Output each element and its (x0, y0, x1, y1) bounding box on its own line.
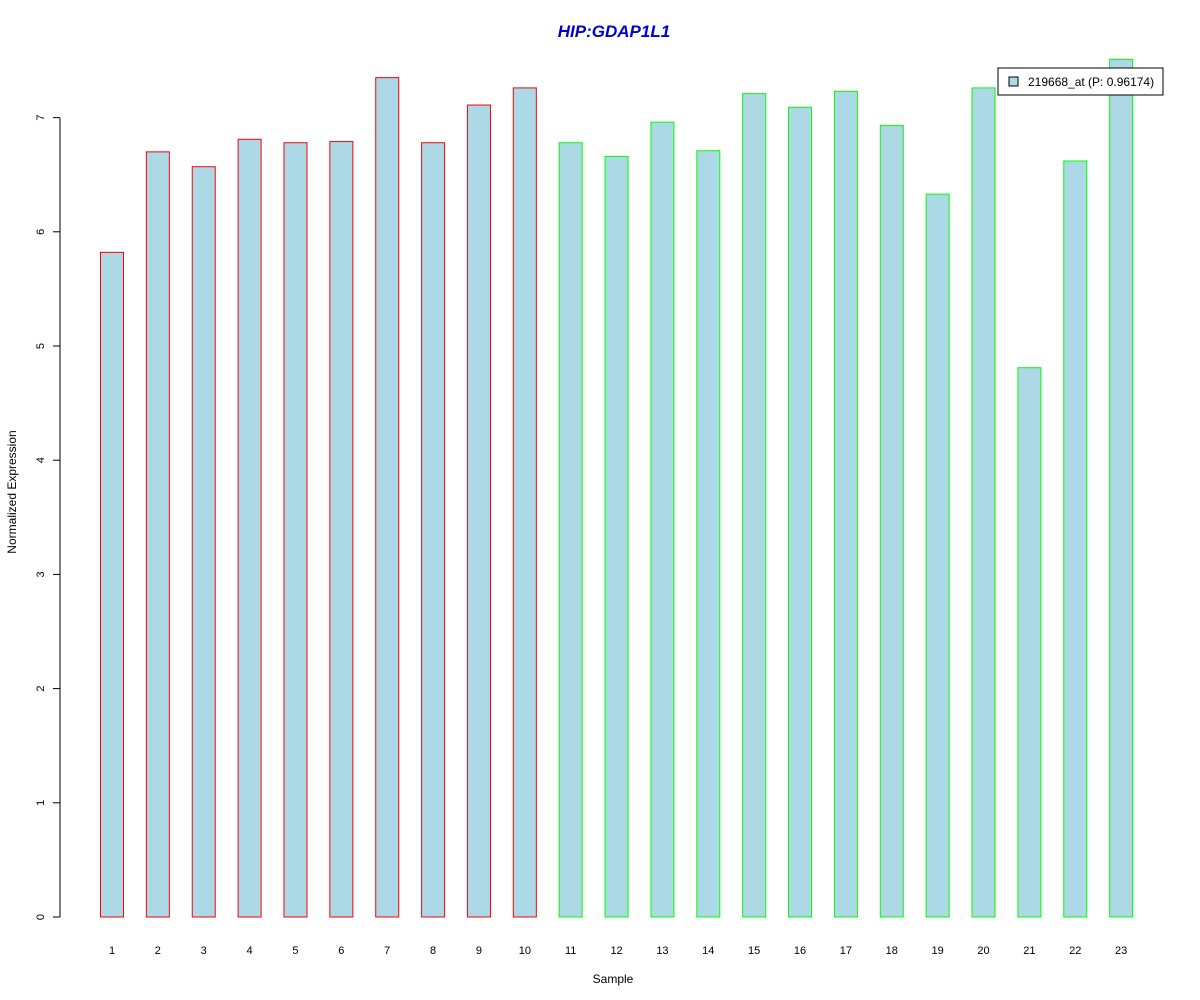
x-tick-label: 23 (1115, 945, 1127, 957)
x-tick-label: 3 (201, 945, 207, 957)
bar-sample-22 (1063, 160, 1088, 918)
bar-sample-10 (512, 87, 537, 918)
x-tick-label: 20 (977, 945, 989, 957)
bar-sample-2 (145, 151, 170, 918)
legend: 219668_at (P: 0.96174) (997, 67, 1164, 96)
bar-sample-13 (650, 121, 675, 918)
x-tick-label: 15 (748, 945, 760, 957)
bar-sample-7 (375, 77, 400, 918)
y-tick-label: 6 (35, 229, 47, 235)
bar-sample-3 (191, 166, 216, 918)
x-tick-label: 22 (1069, 945, 1081, 957)
y-tick-label: 4 (35, 457, 47, 463)
x-axis-tick-labels: 1 2 3 4 5 6 7 8 9 10 11 12 13 14 15 16 17 18 19 20 21 22 23 (109, 945, 1127, 957)
bar-sample-20 (971, 87, 996, 918)
x-tick-label: 16 (794, 945, 806, 957)
x-tick-label: 9 (476, 945, 482, 957)
y-tick-label: 7 (35, 115, 47, 121)
y-tick-label: 0 (35, 914, 47, 920)
x-tick-label: 1 (109, 945, 115, 957)
chart-title: HIP:GDAP1L1 (558, 22, 670, 41)
bar-series (100, 58, 1134, 918)
y-axis-ticks: 0 1 2 3 4 5 6 7 (35, 115, 60, 920)
bar-sample-15 (742, 93, 767, 918)
x-tick-label: 14 (702, 945, 714, 957)
x-tick-label: 18 (886, 945, 898, 957)
x-tick-label: 10 (519, 945, 531, 957)
bar-sample-21 (1017, 367, 1042, 918)
x-tick-label: 12 (610, 945, 622, 957)
y-tick-label: 1 (35, 800, 47, 806)
y-tick-label: 5 (35, 343, 47, 349)
bar-sample-12 (604, 155, 629, 918)
bar-sample-1 (100, 251, 124, 918)
bar-sample-16 (788, 106, 813, 918)
x-tick-label: 6 (338, 945, 344, 957)
bar-sample-8 (421, 142, 446, 918)
x-tick-label: 11 (565, 945, 576, 957)
x-tick-label: 7 (384, 945, 390, 957)
bar-sample-6 (329, 141, 354, 918)
x-tick-label: 13 (656, 945, 668, 957)
bar-sample-23 (1109, 58, 1134, 918)
bar-sample-17 (833, 90, 858, 918)
legend-box (997, 67, 1164, 96)
y-axis-label: Normalized Expression (5, 430, 19, 553)
y-tick-label: 3 (35, 571, 47, 577)
legend-swatch (1008, 76, 1019, 87)
x-tick-label: 19 (932, 945, 944, 957)
bar-sample-9 (466, 104, 491, 918)
x-tick-label: 5 (292, 945, 298, 957)
legend-label: 219668_at (P: 0.96174) (1028, 75, 1154, 89)
x-tick-label: 21 (1023, 945, 1035, 957)
x-axis-label: Sample (593, 972, 634, 986)
x-tick-label: 17 (840, 945, 852, 957)
bar-sample-18 (879, 125, 904, 918)
y-tick-label: 2 (35, 686, 47, 692)
bar-sample-4 (237, 138, 262, 918)
bar-sample-19 (925, 193, 950, 918)
x-tick-label: 8 (430, 945, 436, 957)
x-tick-label: 4 (247, 945, 253, 957)
bar-sample-5 (283, 142, 308, 918)
bar-sample-11 (558, 142, 583, 918)
bar-sample-14 (696, 150, 721, 918)
x-tick-label: 2 (155, 945, 161, 957)
